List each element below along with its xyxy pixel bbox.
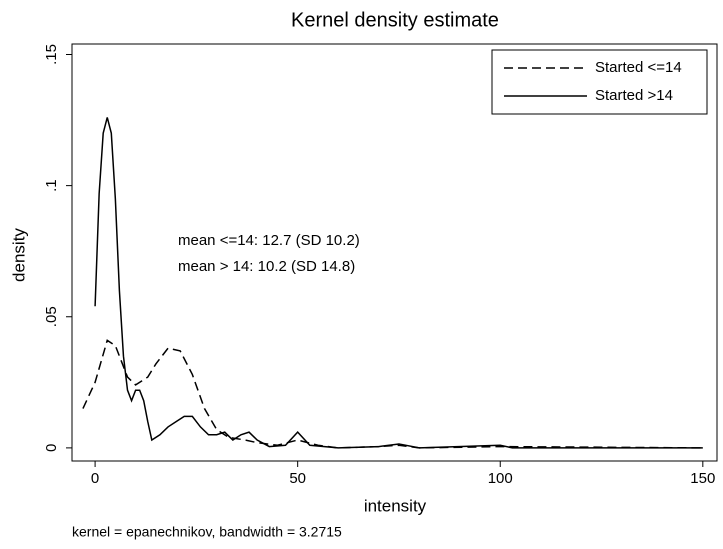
x-tick-label: 150 (690, 470, 715, 487)
y-tick-label: .1 (43, 179, 60, 192)
x-axis-label: intensity (364, 496, 427, 515)
legend-box (491, 49, 708, 115)
y-tick-label: 0 (43, 444, 60, 452)
x-tick-label: 50 (289, 470, 306, 487)
annotation: mean <=14: 12.7 (SD 10.2) (178, 232, 360, 249)
legend-label: Started <=14 (595, 59, 682, 76)
y-tick-label: .15 (43, 44, 60, 65)
y-tick-label: .05 (43, 306, 60, 327)
plot-frame (71, 43, 718, 462)
legend-label: Started >14 (595, 87, 673, 104)
density-line (94, 117, 703, 449)
density-line (82, 339, 703, 449)
y-axis-label: density (9, 228, 28, 282)
annotation: mean > 14: 10.2 (SD 14.8) (178, 258, 355, 275)
note: kernel = epanechnikov, bandwidth = 3.271… (72, 524, 342, 540)
x-tick-label: 0 (91, 470, 99, 487)
chart-title: Kernel density estimate (291, 9, 499, 31)
x-tick-label: 100 (488, 470, 513, 487)
